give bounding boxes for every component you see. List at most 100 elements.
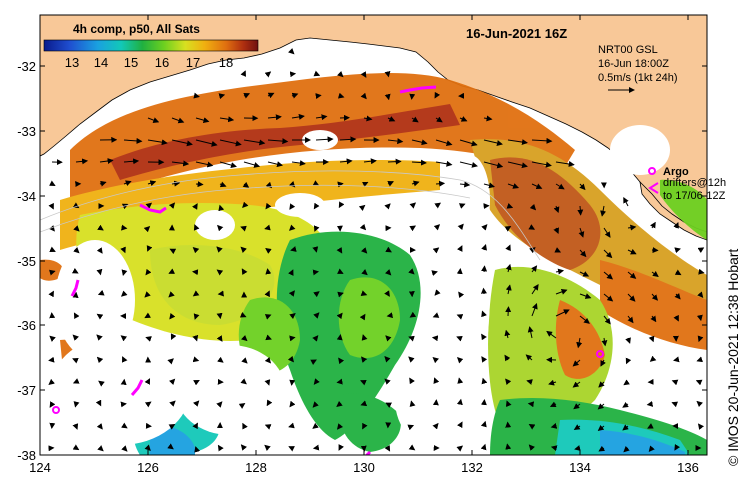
current-arrow xyxy=(384,70,391,78)
current-arrow xyxy=(548,379,557,386)
current-arrow xyxy=(147,117,160,123)
current-arrow xyxy=(555,309,570,317)
current-arrow xyxy=(627,224,637,231)
current-arrow xyxy=(264,314,272,320)
legend: Argo drifters@12h to 17/06-12Z xyxy=(648,166,726,202)
current-arrow xyxy=(264,379,271,386)
current-arrow xyxy=(483,139,503,146)
current-arrow xyxy=(674,247,681,254)
current-arrow xyxy=(143,225,151,233)
current-arrow xyxy=(480,287,487,295)
current-arrow xyxy=(49,246,56,252)
current-arrow xyxy=(697,335,704,343)
current-arrow xyxy=(603,227,611,238)
current-arrow xyxy=(97,224,104,231)
current-arrow xyxy=(122,356,128,363)
current-arrow xyxy=(99,180,107,187)
current-arrow xyxy=(315,136,334,143)
current-arrow xyxy=(577,205,584,216)
current-arrow xyxy=(457,245,463,252)
current-arrow xyxy=(623,196,629,207)
current-arrow xyxy=(337,291,344,298)
current-arrow xyxy=(576,337,583,349)
current-arrow xyxy=(123,158,140,165)
map-title: 16-Jun-2021 16Z xyxy=(466,26,567,41)
current-arrow xyxy=(601,337,608,347)
current-arrow xyxy=(363,115,373,122)
current-arrow xyxy=(362,422,368,430)
current-arrow xyxy=(387,138,404,145)
current-arrow xyxy=(456,398,463,406)
current-arrow xyxy=(531,283,539,295)
current-arrow xyxy=(387,181,394,187)
current-arrow xyxy=(384,93,391,101)
current-arrow xyxy=(96,313,104,320)
current-arrow xyxy=(579,315,590,324)
credit-text: © IMOS 20-Jun-2021 12:38 Hobart xyxy=(725,249,741,466)
current-arrow xyxy=(622,424,629,431)
current-arrow xyxy=(646,400,654,407)
colorbar-gradient xyxy=(43,39,259,52)
current-arrow xyxy=(553,227,559,234)
current-arrow xyxy=(409,225,417,232)
current-arrow xyxy=(219,181,227,188)
x-tick-label: 132 xyxy=(461,460,483,475)
current-arrow xyxy=(434,91,441,99)
current-arrow xyxy=(339,158,353,165)
current-arrow xyxy=(360,92,367,100)
current-arrow xyxy=(458,203,466,209)
current-arrow xyxy=(243,139,266,146)
current-arrow xyxy=(696,314,703,322)
current-arrow xyxy=(242,422,248,430)
current-arrow xyxy=(603,315,611,325)
current-arrow xyxy=(360,290,368,297)
current-arrow xyxy=(697,423,704,430)
current-arrow xyxy=(555,160,575,167)
current-arrow xyxy=(549,401,557,408)
current-arrow xyxy=(550,445,558,452)
current-arrow xyxy=(240,378,247,385)
current-arrow xyxy=(384,444,391,452)
x-tick-label: 130 xyxy=(353,460,375,475)
colorbar-tick-label: 18 xyxy=(219,55,233,70)
current-arrow xyxy=(73,247,80,254)
current-arrow xyxy=(243,93,251,99)
current-arrow xyxy=(240,70,246,77)
current-arrow xyxy=(72,334,79,341)
drifter-track xyxy=(139,203,167,214)
argo-legend-icon xyxy=(648,167,656,175)
current-arrow xyxy=(408,356,415,363)
current-arrow xyxy=(528,224,536,230)
colorbar: 4h comp, p50, All Sats 13 14 15 16 17 18 xyxy=(43,22,259,70)
drifter-legend-label-1: drifters@12h xyxy=(663,177,726,189)
current-arrow xyxy=(671,379,679,386)
x-tick-label: 134 xyxy=(569,460,591,475)
current-arrow xyxy=(217,356,224,363)
bathymetry-contours xyxy=(40,170,541,261)
current-arrow xyxy=(507,139,528,146)
current-arrow xyxy=(312,335,319,342)
current-arrow xyxy=(242,201,249,209)
current-arrow xyxy=(267,138,289,145)
current-arrow xyxy=(168,202,176,209)
current-arrow xyxy=(361,247,368,254)
current-arrow xyxy=(384,203,391,210)
current-arrow xyxy=(573,403,581,410)
current-arrow xyxy=(623,379,630,386)
current-arrow xyxy=(528,444,535,451)
current-arrow xyxy=(459,161,478,168)
current-arrow xyxy=(216,246,223,253)
current-arrow xyxy=(336,268,344,274)
current-arrow xyxy=(674,444,681,451)
y-tick-label: -33 xyxy=(17,124,36,139)
current-arrow xyxy=(72,378,80,384)
current-vectors xyxy=(48,48,705,453)
current-arrow xyxy=(193,380,200,386)
current-arrow xyxy=(95,399,102,407)
current-arrow xyxy=(195,139,218,147)
current-arrow xyxy=(573,424,581,430)
current-arrow xyxy=(336,246,343,254)
current-arrow xyxy=(411,116,419,123)
current-arrow xyxy=(528,423,536,430)
drifter-legend-icon xyxy=(648,182,659,194)
